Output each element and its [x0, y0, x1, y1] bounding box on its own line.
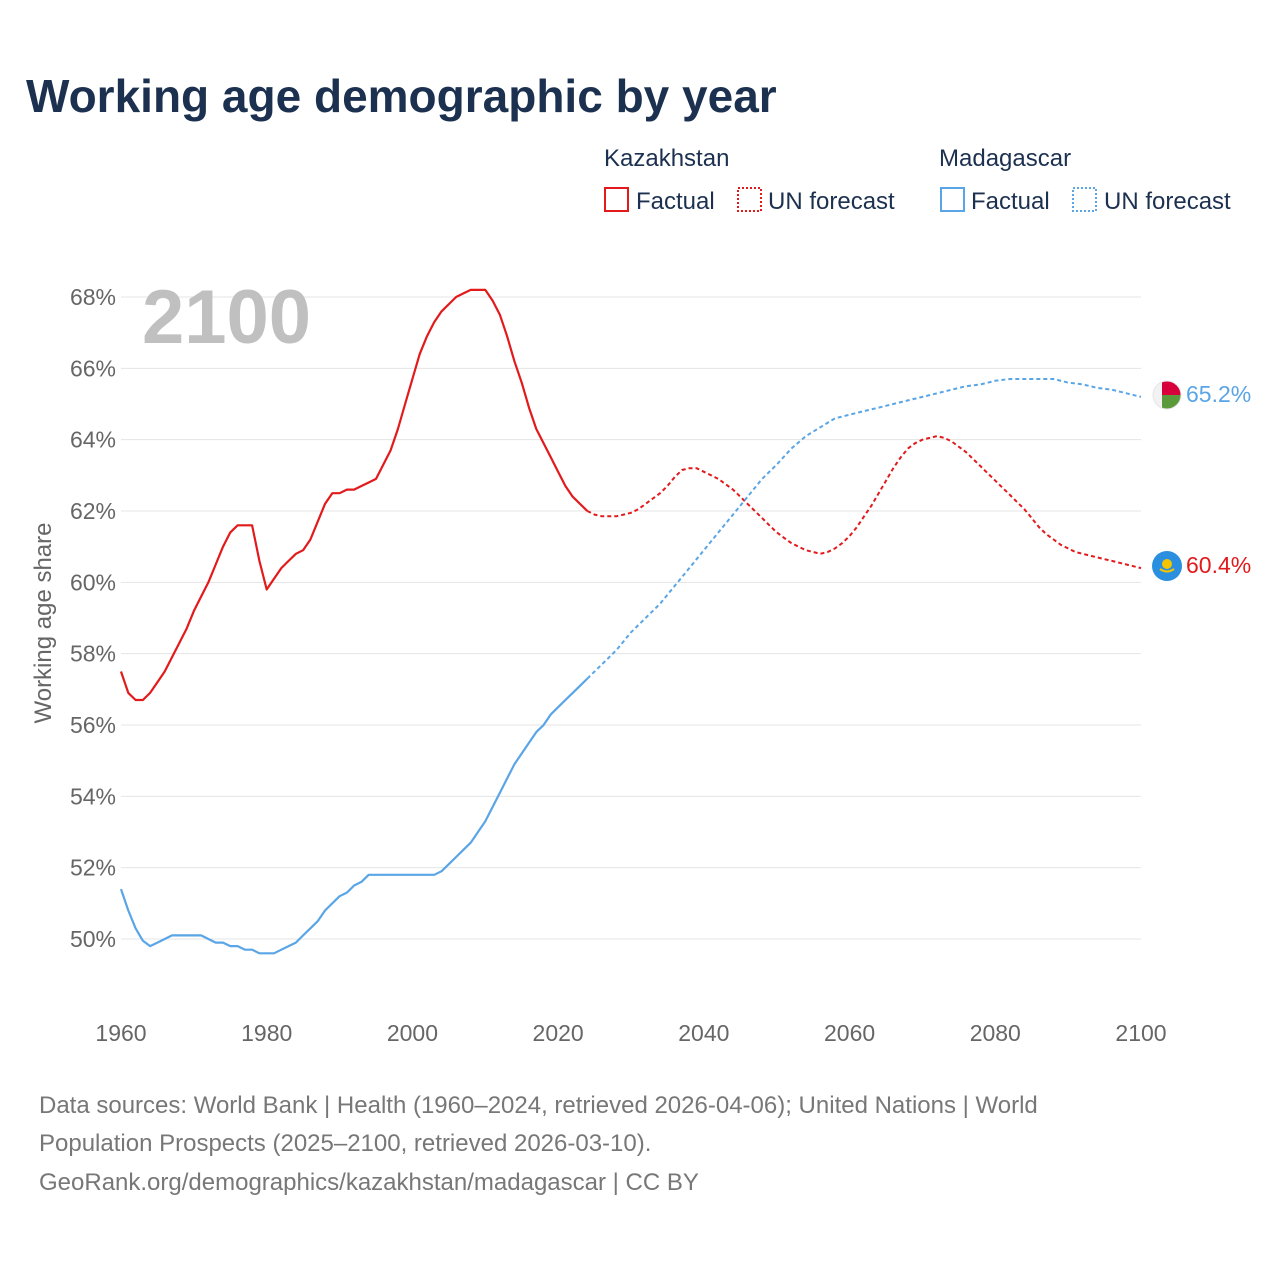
legend-label-kazakhstan-factual[interactable]: Factual — [636, 188, 715, 215]
series-lines — [119, 288, 1142, 955]
end-marker-madagascar[interactable] — [1152, 380, 1182, 410]
legend-group-kazakhstan: Kazakhstan — [604, 145, 729, 172]
x-tick-label: 2000 — [387, 1020, 438, 1046]
grid — [121, 296, 1141, 940]
x-axis-tick-labels: 1960 1980 2000 2020 2040 2060 2080 2100 — [95, 1020, 1166, 1046]
x-tick-label: 1980 — [241, 1020, 292, 1046]
y-tick-label: 58% — [70, 641, 116, 667]
legend-swatch-madagascar-factual — [940, 187, 965, 212]
y-tick-label: 60% — [70, 569, 116, 595]
x-tick-label: 2040 — [678, 1020, 729, 1046]
legend-label-madagascar-forecast[interactable]: UN forecast — [1104, 188, 1231, 215]
x-tick-label: 2080 — [970, 1020, 1021, 1046]
x-tick-label: 2020 — [533, 1020, 584, 1046]
x-tick-label: 2100 — [1115, 1020, 1166, 1046]
sources-line-2: Population Prospects (2025–2100, retriev… — [39, 1130, 651, 1157]
y-axis-tick-labels: 50% 52% 54% 56% 58% 60% 62% 64% 66% 68% — [70, 284, 116, 952]
y-tick-label: 50% — [70, 926, 116, 952]
y-tick-label: 68% — [70, 284, 116, 310]
y-tick-label: 66% — [70, 355, 116, 381]
legend-swatch-madagascar-forecast — [1072, 187, 1097, 212]
data-sources: Data sources: World Bank | Health (1960–… — [39, 1092, 1038, 1196]
y-tick-label: 54% — [70, 783, 116, 809]
y-tick-label: 52% — [70, 855, 116, 881]
legend-swatch-kazakhstan-factual — [604, 187, 629, 212]
x-tick-label: 1960 — [95, 1020, 146, 1046]
legend-group-madagascar: Madagascar — [939, 145, 1071, 172]
chart-title: Working age demographic by year — [26, 70, 777, 122]
legend-label-madagascar-factual[interactable]: Factual — [971, 188, 1050, 215]
end-label-madagascar: 65.2% — [1186, 381, 1251, 407]
series-line-kazakhstan-forecast[interactable] — [586, 435, 1142, 570]
year-watermark: 2100 — [142, 275, 311, 360]
legend-label-kazakhstan-forecast[interactable]: UN forecast — [768, 188, 895, 215]
y-axis-label: Working age share — [30, 523, 57, 724]
y-tick-label: 64% — [70, 427, 116, 453]
sources-line-3[interactable]: GeoRank.org/demographics/kazakhstan/mada… — [39, 1169, 699, 1196]
sources-line-1: Data sources: World Bank | Health (1960–… — [39, 1092, 1038, 1119]
legend-swatch-kazakhstan-forecast — [737, 187, 762, 212]
end-marker-kazakhstan[interactable] — [1152, 551, 1182, 581]
end-label-kazakhstan: 60.4% — [1186, 552, 1251, 578]
series-line-madagascar-factual[interactable] — [119, 677, 589, 955]
y-tick-label: 56% — [70, 712, 116, 738]
series-line-kazakhstan-factual[interactable] — [119, 288, 589, 702]
x-tick-label: 2060 — [824, 1020, 875, 1046]
legend: Kazakhstan Factual UN forecast Madagasca… — [604, 145, 1231, 215]
series-line-madagascar-forecast[interactable] — [586, 378, 1142, 680]
y-tick-label: 62% — [70, 498, 116, 524]
